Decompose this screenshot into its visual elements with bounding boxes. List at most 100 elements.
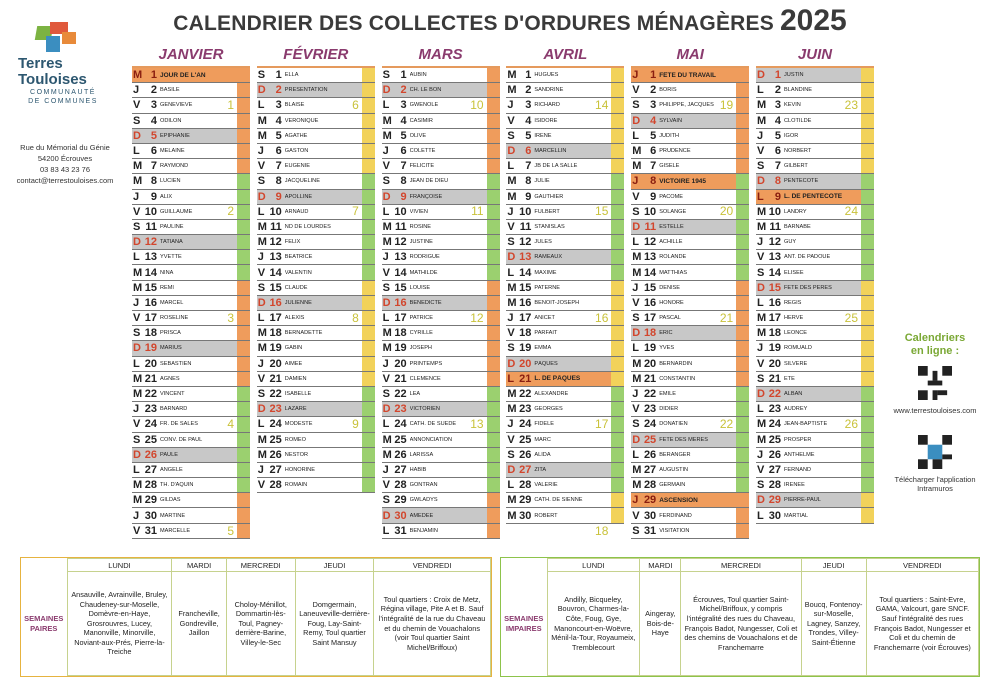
collection-marker (611, 174, 625, 189)
day-row: J 6 COLETTE (381, 143, 500, 160)
day-saint: GILDAS (160, 497, 181, 504)
day-saint: AUGUSTIN (659, 466, 689, 473)
collection-marker (361, 113, 375, 128)
day-row: V 25 MARC (506, 432, 625, 448)
day-letter: V (757, 463, 765, 476)
day-row: D 23 VICTORIEN (381, 402, 500, 418)
collection-marker (361, 68, 375, 83)
week-number: 3 (227, 310, 234, 325)
day-row: V 27 FERNAND (756, 462, 874, 479)
day-row: L 30 MARTIAL (756, 508, 874, 524)
day-letter: L (632, 236, 639, 249)
day-number: 20 (394, 357, 407, 370)
day-letter: L (133, 251, 140, 264)
day-number: 9 (400, 190, 407, 203)
day-saint: HERVÉ (784, 315, 804, 322)
day-letter: M (257, 236, 267, 249)
day-number: 15 (768, 281, 781, 294)
day-saint: VICTOIRE 1945 (659, 177, 707, 185)
day-row: M 10 LANDRY (756, 204, 874, 220)
collection-marker (486, 402, 500, 417)
day-row: D 9 FRANÇOISE (381, 189, 500, 205)
collection-marker (237, 250, 250, 265)
day-number: 21 (269, 372, 282, 385)
day-letter: M (257, 448, 267, 461)
day-saint: MAXIME (534, 269, 557, 276)
day-saint: BÉNÉDICTE (409, 299, 442, 306)
day-number: 15 (394, 281, 407, 294)
day-saint: GENEVIÈVE (160, 102, 193, 109)
collection-marker (611, 417, 625, 432)
day-number: 13 (269, 251, 282, 264)
day-number: 4 (400, 114, 407, 127)
collection-marker (486, 174, 500, 189)
day-letter: M (507, 190, 517, 203)
month-column: JUIN D 1 JUSTIN L 2 BLANDINE M 3 KÉVIN M 4 CLOTILDE J… (756, 46, 874, 524)
day-letter: M (507, 281, 517, 294)
day-row: D 1 JUSTIN (756, 68, 874, 84)
day-letter: V (257, 479, 266, 492)
day-saint: HABIB (409, 466, 427, 473)
day-letter: D (257, 403, 266, 416)
day-saint: PATRICE (409, 315, 434, 322)
collection-marker (611, 341, 625, 356)
day-letter: D (507, 357, 516, 370)
day-number: 24 (768, 418, 781, 431)
day-letter: J (507, 418, 514, 431)
day-number: 14 (768, 266, 781, 279)
day-number: 15 (269, 281, 282, 294)
day-number: 18 (519, 327, 532, 340)
day-letter: L (257, 99, 265, 112)
website-url[interactable]: www.terrestouloises.com (893, 406, 977, 415)
day-row: L 2 BLANDINE (756, 83, 874, 99)
day-row: J 10 FULBERT (506, 204, 625, 220)
collection-marker (861, 235, 874, 250)
collection-marker (361, 280, 375, 295)
day-saint: AGATHE (284, 132, 308, 139)
day-row: D 12 TATIANA (132, 235, 250, 251)
collection-marker (486, 280, 500, 295)
contact-email[interactable]: contact@terrestouloises.com (16, 176, 114, 185)
day-number: 2 (774, 84, 781, 97)
day-number: 8 (650, 175, 657, 188)
collection-marker (237, 204, 250, 219)
day-number: 9 (774, 190, 781, 203)
legend-odd-label-2: IMPAIRES (505, 623, 542, 633)
day-letter: L (133, 357, 140, 370)
qr-code-website-icon[interactable] (918, 366, 952, 400)
day-saint: ALIX (160, 193, 173, 200)
collection-marker (361, 204, 375, 219)
day-number: 20 (144, 357, 157, 370)
day-saint: RAMEAUX (534, 254, 563, 261)
day-row: S 24 DONATIEN (631, 417, 750, 433)
collection-marker (237, 478, 250, 493)
app-download-text: Télécharger l'application (894, 475, 976, 484)
day-letter: V (632, 403, 640, 416)
qr-code-app-icon[interactable] (918, 435, 952, 469)
day-number: 12 (519, 236, 532, 249)
day-letter: M (133, 388, 143, 401)
collection-marker (237, 128, 250, 143)
day-row: J 19 ROMUALD (756, 341, 874, 357)
collection-marker (736, 478, 750, 493)
day-letter: V (632, 190, 640, 203)
day-row: V 11 STANISLAS (506, 219, 625, 236)
day-row: M 18 LÉONCE (756, 326, 874, 342)
collection-marker (861, 189, 874, 204)
day-saint: DIDIER (659, 406, 679, 413)
day-number: 30 (768, 509, 781, 522)
day-saint: DAMIEN (284, 375, 307, 382)
day-number: 4 (650, 114, 657, 127)
day-letter: M (507, 403, 517, 416)
day-saint: L. DE PÂQUES (534, 375, 581, 383)
day-letter: S (257, 69, 266, 82)
collection-marker (237, 159, 250, 174)
collection-marker (237, 341, 250, 356)
day-saint: SOLANGE (659, 208, 687, 215)
day-letter: L (507, 266, 515, 279)
day-row: S 15 CLAUDE (256, 280, 375, 296)
collection-marker (611, 219, 625, 235)
collection-marker (861, 432, 874, 447)
day-saint: VINCENT (160, 391, 185, 398)
day-letter: V (632, 84, 640, 97)
